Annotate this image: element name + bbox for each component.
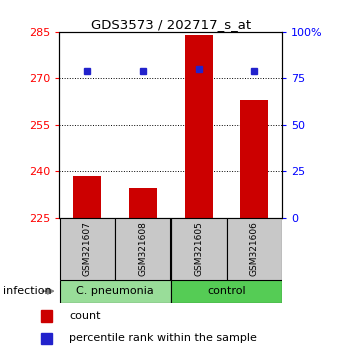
Text: GSM321606: GSM321606: [250, 221, 259, 276]
Text: GSM321607: GSM321607: [83, 221, 92, 276]
Text: percentile rank within the sample: percentile rank within the sample: [69, 333, 257, 343]
Bar: [41, 332, 52, 344]
Text: GSM321605: GSM321605: [194, 221, 203, 276]
Title: GDS3573 / 202717_s_at: GDS3573 / 202717_s_at: [91, 18, 251, 31]
Text: count: count: [69, 312, 101, 321]
Bar: [59, 280, 171, 303]
Bar: [59, 218, 115, 280]
Text: infection: infection: [3, 286, 52, 296]
Bar: [240, 100, 268, 218]
Text: GSM321608: GSM321608: [138, 221, 148, 276]
Bar: [115, 218, 171, 280]
Bar: [226, 218, 282, 280]
Bar: [171, 218, 226, 280]
Bar: [185, 35, 212, 218]
Text: C. pneumonia: C. pneumonia: [76, 286, 154, 296]
Bar: [41, 310, 52, 322]
Bar: [129, 188, 157, 218]
Text: control: control: [207, 286, 246, 296]
Bar: [171, 280, 282, 303]
Bar: [73, 176, 101, 218]
